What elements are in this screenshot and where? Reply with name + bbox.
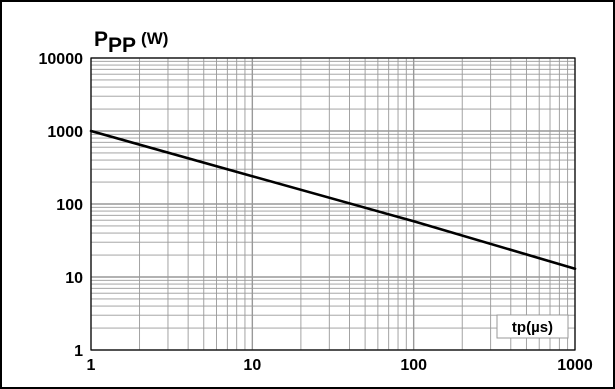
x-tick-label: 100 xyxy=(400,357,427,374)
y-tick-labels: 1 10 100 1000 10000 xyxy=(39,51,84,360)
x-axis-title: tp(µs) xyxy=(512,319,553,336)
series-line xyxy=(89,129,577,271)
y-axis-symbol: P xyxy=(94,28,108,51)
y-tick-label: 1 xyxy=(74,343,83,360)
y-axis-subscript: PP xyxy=(108,34,136,57)
y-tick-label: 10 xyxy=(65,270,83,287)
y-axis-unit: (W) xyxy=(141,29,168,48)
y-tick-label: 10000 xyxy=(39,51,84,68)
y-axis-title: PPP (W) xyxy=(94,28,168,57)
x-tick-label: 10 xyxy=(243,357,261,374)
y-tick-label: 1000 xyxy=(47,124,83,141)
x-tick-labels: 1 10 100 1000 xyxy=(87,357,593,374)
x-tick-label: 1000 xyxy=(557,357,593,374)
plot-frame xyxy=(90,57,576,351)
y-tick-label: 100 xyxy=(56,197,83,214)
x-tick-label: 1 xyxy=(87,357,96,374)
x-axis-title-box xyxy=(496,314,569,339)
